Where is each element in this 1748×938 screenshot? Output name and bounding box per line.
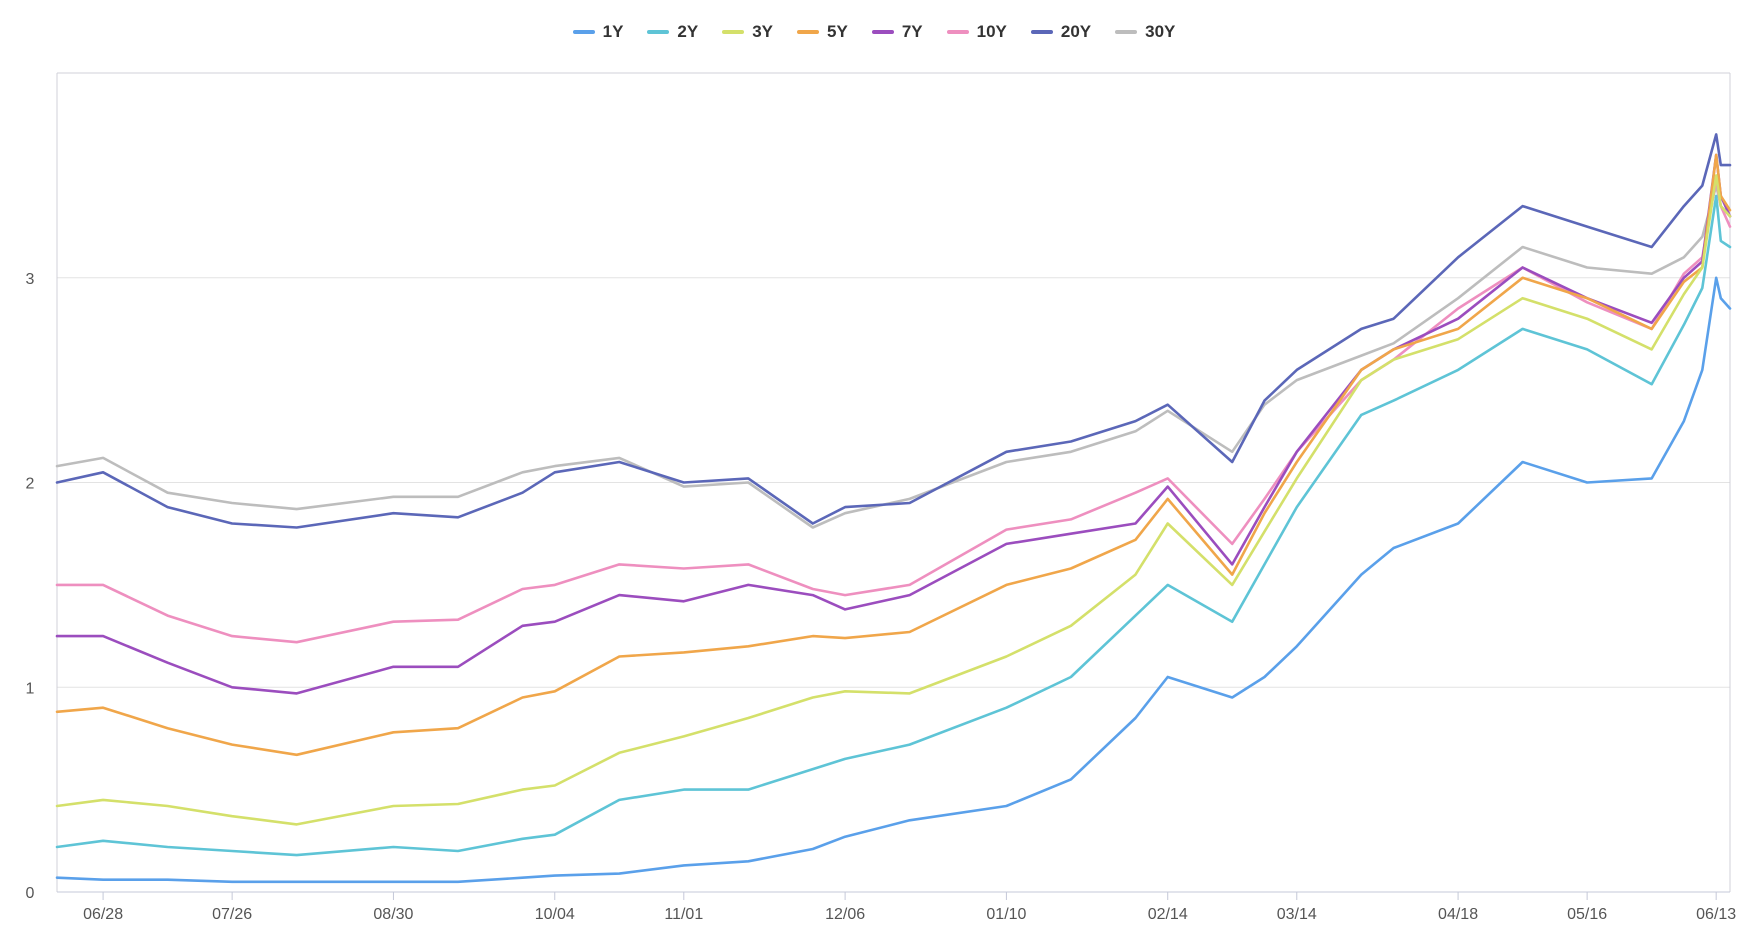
x-tick-label: 08/30: [373, 906, 413, 923]
legend-item-7y[interactable]: 7Y: [871, 22, 923, 42]
x-tick-label: 02/14: [1148, 906, 1188, 923]
x-tick-label: 06/13: [1696, 906, 1736, 923]
legend-item-2y[interactable]: 2Y: [647, 22, 698, 42]
legend-item-30y[interactable]: 30Y: [1115, 22, 1175, 42]
x-tick-label: 03/14: [1277, 906, 1317, 923]
legend-label: 10Y: [976, 22, 1007, 41]
x-tick-label: 05/16: [1567, 906, 1607, 923]
legend-label: 7Y: [901, 22, 923, 41]
series-line-5y: [55, 153, 1732, 757]
legend-item-10y[interactable]: 10Y: [946, 22, 1007, 42]
x-tick-label: 04/18: [1438, 906, 1478, 923]
series-line-3y: [55, 174, 1732, 826]
x-tick-label: 06/28: [83, 906, 123, 923]
y-tick-label: 0: [26, 885, 35, 902]
y-tick-label: 1: [26, 680, 35, 697]
legend-item-1y[interactable]: 1Y: [572, 22, 624, 42]
series-line-20y: [55, 133, 1732, 529]
chart-legend: 1Y 2Y 3Y 5Y 7Y 10Y 20Y 30Y: [0, 22, 1748, 42]
x-tick-label: 01/10: [986, 906, 1026, 923]
x-tick-label: 07/26: [212, 906, 252, 923]
x-tick-label: 12/06: [825, 906, 865, 923]
legend-swatch: [797, 30, 820, 34]
legend-item-3y[interactable]: 3Y: [722, 22, 773, 42]
legend-label: 20Y: [1060, 22, 1092, 41]
x-tick-label: 10/04: [535, 906, 575, 923]
series-line-30y: [55, 184, 1732, 529]
legend-label: 3Y: [752, 22, 774, 41]
legend-label: 5Y: [827, 22, 848, 41]
y-tick-label: 3: [26, 271, 35, 288]
legend-swatch: [1115, 30, 1138, 34]
series-line-7y: [55, 153, 1732, 695]
legend-item-20y[interactable]: 20Y: [1030, 22, 1092, 42]
legend-label: 30Y: [1145, 22, 1176, 41]
legend-swatch: [572, 30, 595, 34]
y-tick-label: 2: [26, 476, 35, 493]
series-line-2y: [55, 194, 1732, 857]
legend-label: 1Y: [602, 22, 624, 41]
legend-swatch: [871, 30, 894, 34]
series-line-10y: [55, 178, 1732, 644]
legend-swatch: [1030, 30, 1053, 34]
legend-item-5y[interactable]: 5Y: [797, 22, 848, 42]
legend-swatch: [722, 30, 745, 34]
legend-label: 2Y: [677, 22, 699, 41]
legend-swatch: [647, 30, 670, 34]
x-tick-label: 11/01: [664, 906, 703, 923]
series-line-1y: [55, 276, 1732, 884]
legend-swatch: [946, 30, 969, 34]
